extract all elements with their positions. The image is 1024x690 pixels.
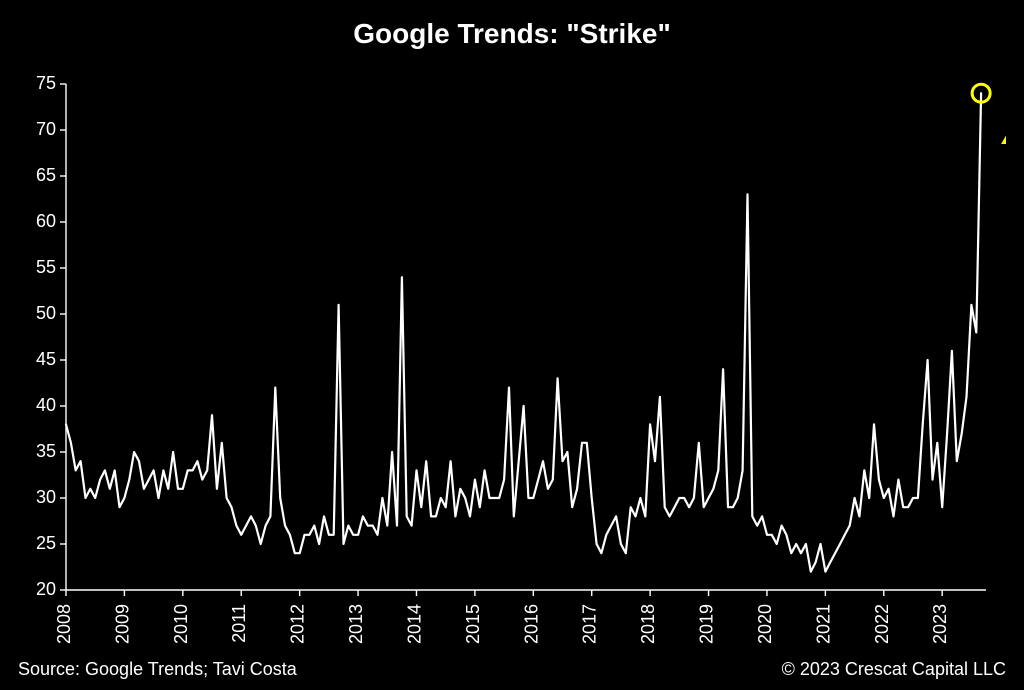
- x-tick-label: 2015: [463, 604, 483, 644]
- x-tick-label: 2021: [813, 604, 833, 644]
- y-tick-label: 70: [36, 119, 56, 139]
- chart-footer: Source: Google Trends; Tavi Costa © 2023…: [18, 659, 1006, 680]
- x-tick-label: 2013: [346, 604, 366, 644]
- series-line: [66, 93, 981, 571]
- x-tick-label: 2009: [112, 604, 132, 644]
- y-tick-label: 45: [36, 349, 56, 369]
- x-tick-label: 2012: [288, 604, 308, 644]
- y-tick-label: 65: [36, 165, 56, 185]
- chart-title: Google Trends: "Strike": [0, 18, 1024, 50]
- x-tick-label: 2023: [930, 604, 950, 644]
- chart-area: 20 25 30 35 40 45 50 55 60 65 70 75 2008 2009 2010 2011…: [18, 70, 1006, 648]
- y-tick-label: 55: [36, 257, 56, 277]
- y-tick-label: 30: [36, 487, 56, 507]
- source-text: Source: Google Trends; Tavi Costa: [18, 659, 297, 680]
- x-tick-label: 2017: [580, 604, 600, 644]
- line-chart: 20 25 30 35 40 45 50 55 60 65 70 75 2008 2009 2010 2011…: [18, 70, 1006, 648]
- x-tick-label: 2018: [638, 604, 658, 644]
- y-tick-label: 35: [36, 441, 56, 461]
- arrow-up-head-icon: [1001, 130, 1006, 144]
- x-tick-label: 2010: [171, 604, 191, 644]
- x-tick-label: 2022: [872, 604, 892, 644]
- copyright-text: © 2023 Crescat Capital LLC: [782, 659, 1006, 680]
- y-tick-label: 20: [36, 579, 56, 599]
- x-tick-label: 2008: [54, 604, 74, 644]
- y-tick-label: 75: [36, 73, 56, 93]
- y-tick-label: 50: [36, 303, 56, 323]
- x-tick-label: 2011: [229, 604, 249, 643]
- y-tick-label: 25: [36, 533, 56, 553]
- y-tick-label: 60: [36, 211, 56, 231]
- x-tick-label: 2019: [697, 604, 717, 644]
- x-tick-label: 2014: [404, 604, 424, 644]
- x-tick-label: 2016: [521, 604, 541, 644]
- y-tick-label: 40: [36, 395, 56, 415]
- x-tick-label: 2020: [755, 604, 775, 644]
